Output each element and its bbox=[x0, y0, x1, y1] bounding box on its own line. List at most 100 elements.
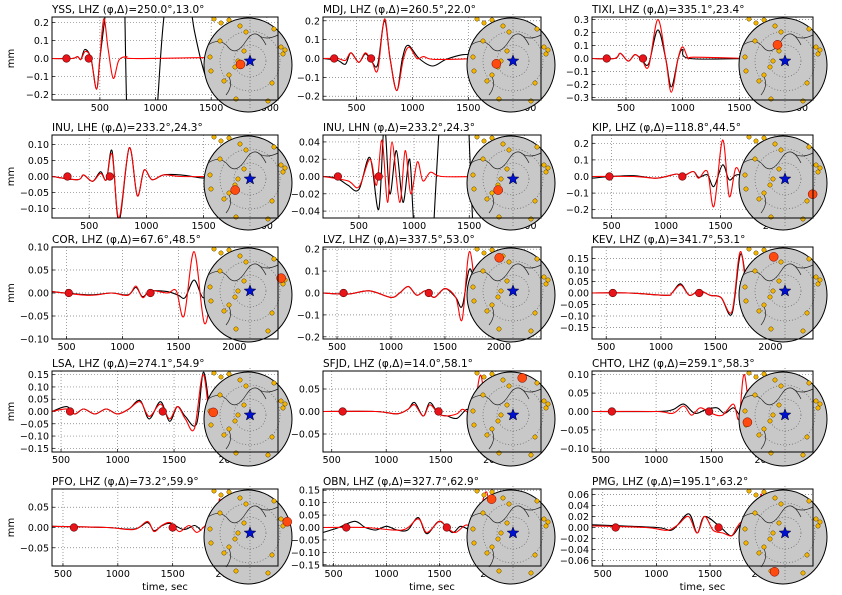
y-tick-label: 0.10 bbox=[28, 243, 49, 254]
station-map-globe bbox=[466, 244, 556, 343]
x-tick-label: 1000 bbox=[402, 221, 426, 232]
station-dot bbox=[496, 326, 502, 332]
panel-title: MDJ, LHZ (φ,Δ)=260.5°,22.0° bbox=[323, 4, 476, 16]
station-dot bbox=[532, 310, 538, 316]
x-tick-label: 1500 bbox=[704, 342, 728, 353]
panel-obn: OBN, LHZ (φ,Δ)=327.7°,62.9°5001000150020… bbox=[291, 476, 556, 593]
trace-observed bbox=[52, 147, 216, 218]
y-tick-label: −0.05 bbox=[20, 543, 49, 554]
x-tick-label: 1000 bbox=[400, 103, 424, 114]
station-dot bbox=[489, 489, 495, 495]
time-window-marker bbox=[158, 407, 167, 416]
x-tick-label: 1500 bbox=[166, 342, 190, 353]
station-dot bbox=[496, 96, 502, 102]
y-tick-label: −0.1 bbox=[26, 72, 49, 83]
x-tick-label: 1000 bbox=[671, 103, 695, 114]
plot-area bbox=[323, 135, 481, 218]
station-dot bbox=[235, 288, 241, 294]
y-tick-label: 0.06 bbox=[568, 490, 589, 501]
station-dot bbox=[752, 510, 758, 516]
station-dot bbox=[761, 426, 767, 432]
y-tick-label: 0.2 bbox=[574, 28, 589, 39]
trace-observed bbox=[52, 17, 229, 100]
y-tick-label: 0.10 bbox=[28, 382, 49, 393]
epicenter-star-icon bbox=[243, 54, 257, 67]
station-dot bbox=[265, 216, 271, 222]
epicenter-star-icon bbox=[778, 284, 792, 297]
station-dot bbox=[743, 540, 749, 546]
station-dot bbox=[813, 516, 819, 522]
panel-title: COR, LHZ (φ,Δ)=67.6°,48.5° bbox=[52, 234, 201, 246]
x-tick-label: 1000 bbox=[105, 455, 129, 466]
y-tick-label: −0.1 bbox=[297, 73, 320, 84]
selected-station-dot bbox=[486, 494, 497, 504]
station-dot bbox=[481, 20, 487, 26]
station-dot bbox=[528, 452, 534, 458]
station-dot bbox=[271, 380, 277, 386]
station-dot bbox=[470, 284, 476, 290]
selected-station-dot bbox=[491, 59, 502, 69]
panel-title: OBN, LHZ (φ,Δ)=327.7°,62.9° bbox=[323, 476, 479, 488]
station-dot bbox=[532, 434, 538, 440]
station-dot bbox=[813, 162, 819, 168]
station-dot bbox=[226, 247, 232, 253]
epicenter-star-icon bbox=[506, 284, 520, 297]
axes-frame bbox=[51, 488, 279, 567]
station-dot bbox=[813, 274, 819, 280]
station-map-globe bbox=[466, 132, 556, 231]
x-tick-label: 2000 bbox=[487, 342, 511, 353]
time-window-marker bbox=[342, 523, 351, 532]
station-dot bbox=[489, 426, 495, 432]
station-dot bbox=[265, 452, 271, 458]
station-dot bbox=[207, 284, 213, 290]
y-tick-label: 0.10 bbox=[28, 140, 49, 151]
station-dot bbox=[237, 495, 243, 501]
station-dot bbox=[500, 377, 506, 383]
x-tick-label: 1500 bbox=[457, 221, 481, 232]
station-dot bbox=[756, 308, 762, 314]
station-dot bbox=[280, 405, 286, 411]
station-dot bbox=[817, 401, 823, 407]
y-tick-label: −0.1 bbox=[566, 67, 589, 78]
panel-pmg: PMG, LHZ (φ,Δ)=195.1°,63.2°5001000150020… bbox=[560, 476, 828, 593]
station-dot bbox=[484, 196, 490, 202]
station-dot bbox=[506, 259, 512, 265]
time-window-marker bbox=[434, 407, 443, 416]
station-dot bbox=[207, 54, 213, 60]
station-dot bbox=[813, 44, 819, 50]
distance-ring bbox=[482, 260, 544, 322]
y-tick-label: −0.15 bbox=[560, 323, 589, 334]
station-dot bbox=[265, 328, 271, 334]
station-dot bbox=[489, 302, 495, 308]
x-tick-label: 500 bbox=[328, 342, 346, 353]
station-dot bbox=[218, 138, 224, 144]
y-tick-label: 0.15 bbox=[568, 254, 589, 265]
y-tick-label: 0.1 bbox=[305, 267, 320, 278]
plot-area bbox=[592, 19, 751, 93]
plot-area bbox=[52, 251, 218, 325]
station-dot bbox=[208, 298, 214, 304]
station-dot bbox=[241, 278, 247, 284]
y-axis-label: mm bbox=[6, 518, 17, 537]
x-tick-label: 500 bbox=[52, 455, 70, 466]
epicenter-star-icon bbox=[506, 526, 520, 539]
trace-synthetic bbox=[52, 374, 220, 443]
x-axis-label: time, sec bbox=[680, 582, 726, 593]
panel-yss: YSS, LHZ (φ,Δ)=250.0°,13.0° 500 1000 1500 20… bbox=[6, 4, 293, 114]
x-tick-label: 1000 bbox=[374, 455, 398, 466]
station-dot bbox=[243, 29, 249, 35]
y-tick-label: −0.02 bbox=[560, 534, 589, 545]
station-dot bbox=[541, 162, 547, 168]
panel-title: PMG, LHZ (φ,Δ)=195.1°,63.2° bbox=[592, 476, 748, 488]
time-window-marker bbox=[65, 407, 75, 416]
station-dot bbox=[817, 519, 823, 525]
station-dot bbox=[241, 48, 247, 54]
station-dot bbox=[541, 398, 547, 404]
station-dot bbox=[761, 489, 767, 495]
station-dot bbox=[278, 398, 284, 404]
axes-frame bbox=[51, 246, 279, 340]
selected-station-dot bbox=[208, 407, 219, 418]
station-dot bbox=[221, 196, 227, 202]
station-dot bbox=[500, 23, 506, 29]
trace-synthetic bbox=[592, 19, 751, 93]
